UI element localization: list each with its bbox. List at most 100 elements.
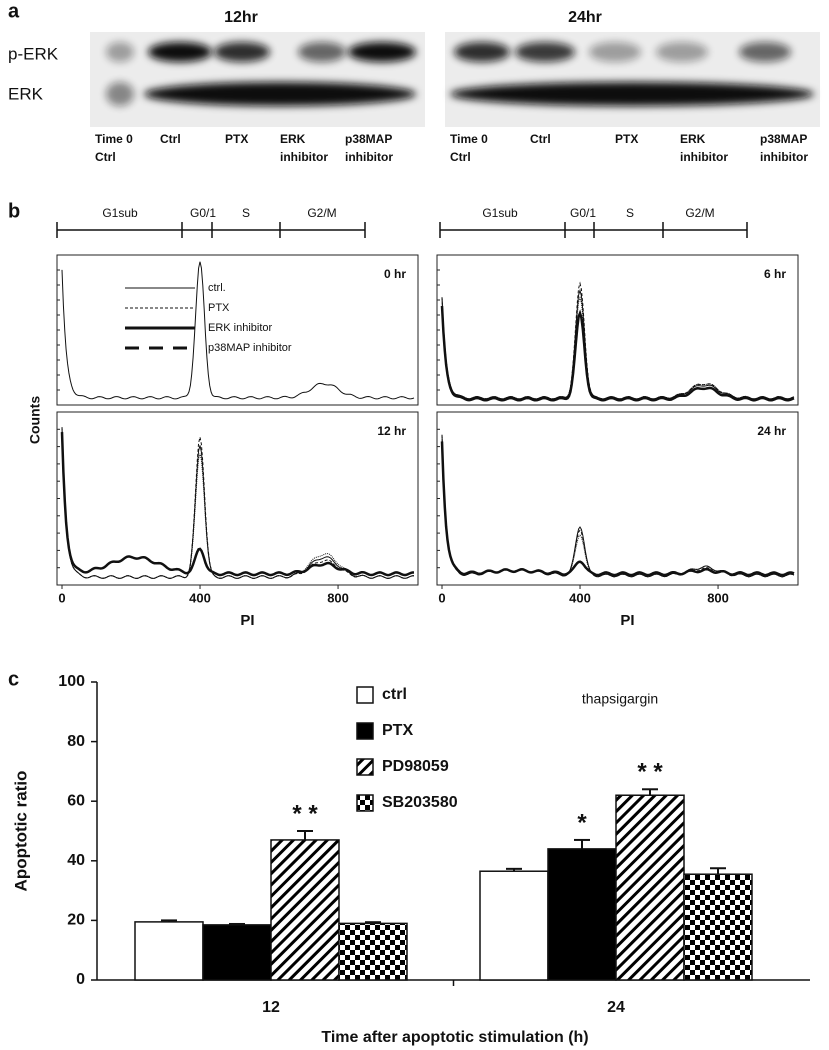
panel-label: c [8, 668, 19, 690]
row-label: ERK [8, 84, 44, 103]
y-tick-label: 20 [67, 912, 85, 929]
histogram-curve [441, 434, 795, 578]
histogram-curve [441, 434, 795, 578]
band [144, 82, 416, 106]
y-tick-label: 100 [58, 673, 85, 690]
legend-label: PTX [382, 722, 413, 739]
x-tick-label: 800 [707, 590, 729, 605]
band [515, 42, 575, 62]
x-axis-label: PI [620, 612, 634, 629]
x-tick-label: 800 [327, 590, 349, 605]
legend-swatch [356, 722, 374, 740]
lane-label: inhibitor [280, 150, 328, 164]
lane-label: Ctrl [160, 132, 181, 146]
panel-label: a [8, 0, 20, 22]
lane-label: p38MAP [760, 132, 807, 146]
histogram-curve [60, 432, 414, 577]
legend-label: ctrl [382, 686, 407, 703]
panel-b: b G1sub G0/1 S G2/M G1sub G0/1 S G2/M 0 hr 6 hr 12 … [8, 200, 799, 629]
y-tick-label: 80 [67, 733, 85, 750]
legend-swatch [356, 758, 374, 776]
lane-label: Ctrl [95, 150, 116, 164]
band [106, 82, 134, 106]
lane-label: PTX [225, 132, 248, 146]
time-label: 6 hr [764, 267, 786, 281]
y-axis-label: Apoptotic ratio [11, 771, 30, 892]
lane-label: inhibitor [760, 150, 808, 164]
band [450, 82, 814, 106]
phase-label: G2/M [307, 206, 336, 220]
time-label: 0 hr [384, 267, 406, 281]
legend-label: PTX [208, 302, 230, 314]
phase-label: S [242, 206, 250, 220]
panel-a: a p-ERK ERK 12hr Time 0 Ctrl Ctrl PTX ERK inhibit… [8, 0, 820, 164]
lane-label: ERK [280, 132, 306, 146]
bar [134, 921, 204, 981]
lane-label: p38MAP [345, 132, 392, 146]
time-label: 24 hr [757, 424, 786, 438]
y-axis-label: Counts [27, 396, 43, 444]
phase-label: S [626, 206, 634, 220]
bar [683, 873, 753, 981]
annotation: * * [637, 759, 663, 786]
band [348, 42, 416, 62]
histogram-curve [61, 261, 415, 400]
x-tick-label: 24 [607, 999, 625, 1016]
lane-label: Ctrl [530, 132, 551, 146]
bar [547, 848, 617, 981]
time-label: 12hr [224, 9, 258, 26]
legend-label: ctrl. [208, 282, 226, 294]
band [214, 42, 270, 62]
lane-label: Ctrl [450, 150, 471, 164]
y-tick-label: 60 [67, 792, 85, 809]
histogram-curve [441, 295, 795, 400]
histogram-curve [441, 434, 795, 578]
phase-label: G1sub [482, 206, 518, 220]
histogram-frame [436, 254, 799, 406]
band [454, 42, 510, 62]
y-tick-label: 0 [76, 971, 85, 988]
x-axis-label: PI [240, 612, 254, 629]
bar [338, 922, 408, 981]
phase-label: G0/1 [570, 206, 596, 220]
legend-label: SB203580 [382, 794, 458, 811]
legend-label: PD98059 [382, 758, 449, 775]
histogram-curve [441, 288, 795, 400]
band [106, 42, 134, 62]
band [298, 42, 346, 62]
lane-label: Time 0 [95, 132, 133, 146]
lane-label: ERK [680, 132, 706, 146]
panel-label: b [8, 200, 20, 222]
x-tick-label: 0 [438, 590, 445, 605]
legend-label: p38MAP inhibitor [208, 342, 292, 354]
x-tick-label: 12 [262, 999, 280, 1016]
histogram-curve [440, 441, 795, 577]
lane-label: inhibitor [345, 150, 393, 164]
bar [202, 924, 272, 981]
annotation: * [577, 809, 587, 836]
histogram-curve [441, 281, 795, 400]
x-tick-label: 400 [189, 590, 211, 605]
x-axis-label: Time after apoptotic stimulation (h) [321, 1029, 588, 1046]
legend-label: ERK inhibitor [208, 322, 273, 334]
annotation: * * [292, 800, 318, 827]
row-label: p-ERK [8, 44, 59, 63]
legend-swatch [356, 686, 374, 704]
band [656, 42, 708, 62]
lane-label: inhibitor [680, 150, 728, 164]
band [148, 42, 212, 62]
phase-label: G1sub [102, 206, 138, 220]
phase-label: G0/1 [190, 206, 216, 220]
histogram-curve [61, 427, 414, 579]
x-tick-label: 0 [58, 590, 65, 605]
histogram-frame [436, 411, 799, 586]
time-label: 24hr [568, 9, 602, 26]
bar [615, 794, 685, 981]
bar [479, 870, 549, 981]
histogram-curve [61, 427, 414, 579]
subtitle: thapsigargin [582, 691, 658, 707]
y-tick-label: 40 [67, 852, 85, 869]
lane-label: PTX [615, 132, 638, 146]
x-tick-label: 400 [569, 590, 591, 605]
